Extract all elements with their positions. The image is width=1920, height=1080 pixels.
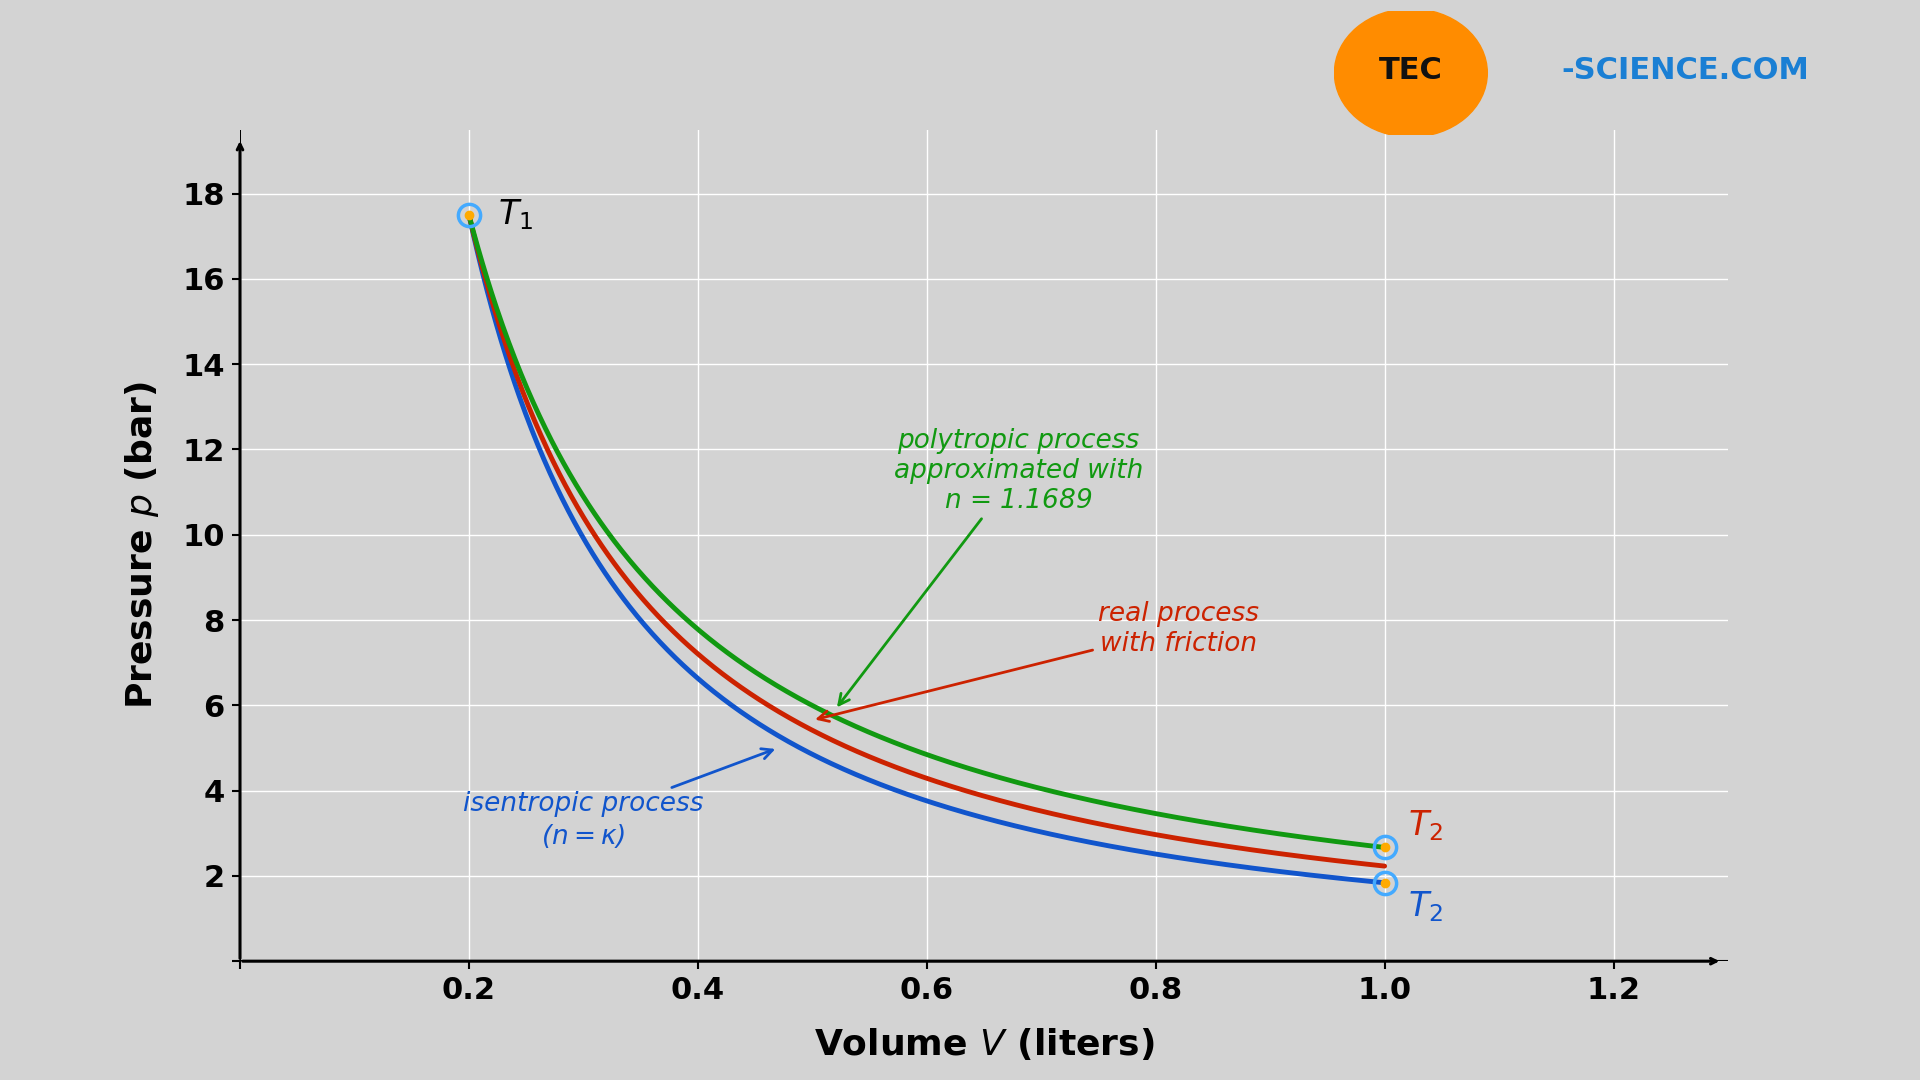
Text: isentropic process
($n = \kappa$): isentropic process ($n = \kappa$) xyxy=(463,748,772,850)
X-axis label: Volume $V$ (liters): Volume $V$ (liters) xyxy=(814,1026,1154,1063)
Text: $T_2$: $T_2$ xyxy=(1407,889,1442,923)
Text: $T_2$: $T_2$ xyxy=(1407,809,1442,843)
Text: $T_1$: $T_1$ xyxy=(497,198,532,232)
Text: TEC: TEC xyxy=(1379,56,1442,85)
Text: -SCIENCE.COM: -SCIENCE.COM xyxy=(1561,56,1809,85)
Text: real process
with friction: real process with friction xyxy=(818,600,1260,721)
Y-axis label: Pressure $p$ (bar): Pressure $p$ (bar) xyxy=(123,381,161,710)
Ellipse shape xyxy=(1334,9,1488,137)
Text: polytropic process
approximated with
$n$ = 1.1689: polytropic process approximated with $n$… xyxy=(839,428,1142,705)
